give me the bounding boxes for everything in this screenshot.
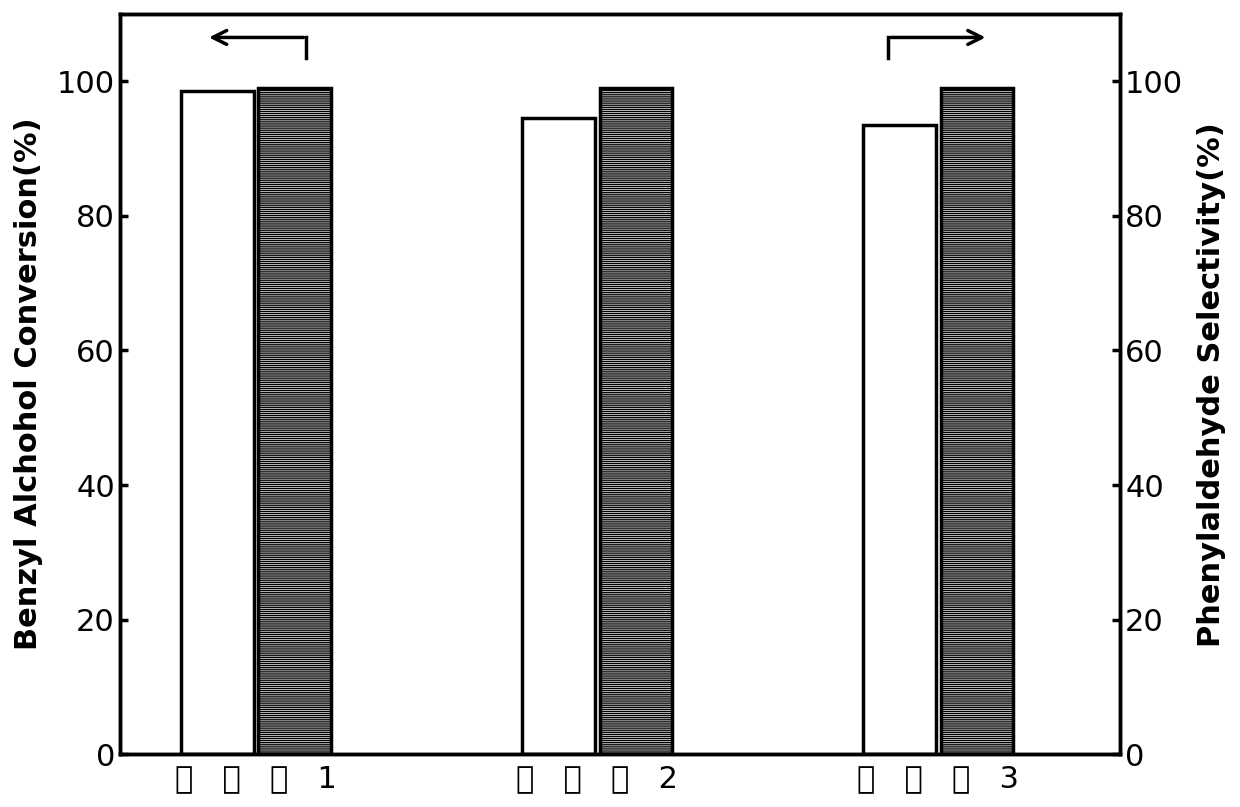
Y-axis label: Benzyl Alchohol Conversion(%): Benzyl Alchohol Conversion(%) [14, 118, 43, 650]
Bar [181, 91, 254, 755]
Bar [863, 125, 936, 755]
Y-axis label: Phenylaldehyde Selectivity(%): Phenylaldehyde Selectivity(%) [1197, 122, 1226, 646]
Bar [522, 119, 595, 755]
Bar [941, 88, 1013, 755]
Bar [599, 88, 672, 755]
Bar [258, 88, 331, 755]
